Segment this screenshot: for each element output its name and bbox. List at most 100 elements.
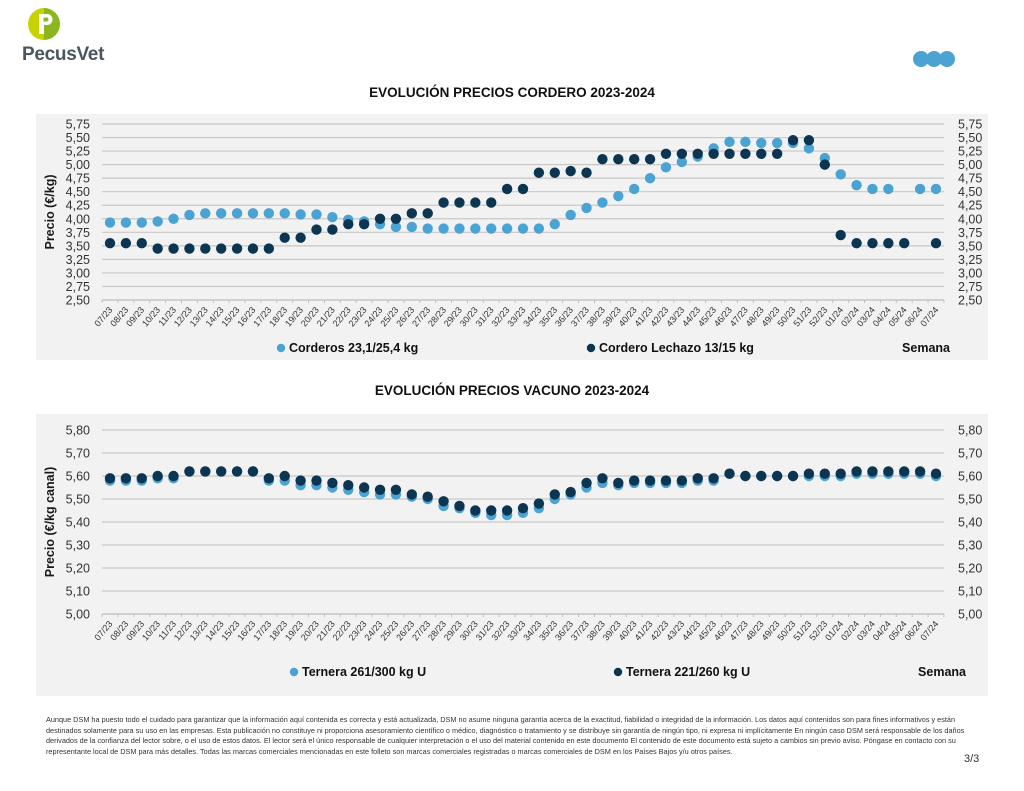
data-point-series-1 — [867, 183, 878, 195]
data-point-series-2 — [692, 148, 703, 159]
data-point-series-2 — [438, 496, 449, 507]
y-tick-label-left: 3,75 — [66, 226, 90, 240]
data-point-series-1 — [104, 217, 116, 228]
data-point-series-2 — [390, 213, 402, 224]
y-tick-label-left: 2,50 — [66, 294, 90, 308]
data-point-series-1 — [597, 197, 608, 208]
data-point-series-1 — [613, 190, 624, 202]
data-point-series-2 — [311, 475, 322, 486]
chart-title-vacuno: EVOLUCIÓN PRECIOS VACUNO 2023-2024 — [374, 383, 650, 398]
data-point-series-2 — [343, 218, 354, 230]
data-point-series-2 — [771, 148, 783, 159]
data-point-series-2 — [613, 477, 624, 489]
data-point-series-1 — [454, 223, 465, 234]
y-tick-label-right: 4,00 — [958, 212, 982, 226]
data-point-series-1 — [756, 137, 767, 149]
data-point-series-2 — [628, 475, 640, 486]
data-point-series-1 — [644, 172, 656, 184]
y-tick-label-right: 4,75 — [958, 172, 982, 186]
data-point-series-2 — [263, 243, 275, 254]
y-tick-label-left: 4,75 — [66, 172, 90, 186]
y-tick-label-right: 3,75 — [958, 226, 982, 240]
data-point-series-2 — [930, 468, 942, 479]
y-tick-label-left: 5,80 — [66, 424, 90, 438]
data-point-series-2 — [724, 148, 735, 159]
data-point-series-2 — [549, 167, 560, 178]
data-point-series-1 — [660, 162, 672, 173]
data-point-series-1 — [724, 136, 735, 148]
data-point-series-2 — [327, 477, 338, 489]
y-tick-label-left: 5,60 — [66, 470, 90, 484]
chart-panel-cordero: 2,50 2,50 2,75 2,75 3,00 3,00 3,25 3,25 3,50 3,50… — [36, 114, 988, 360]
data-point-series-1 — [549, 218, 560, 230]
x-axis-title: Semana — [918, 665, 967, 679]
y-tick-label-right: 5,60 — [958, 470, 982, 484]
data-point-series-2 — [501, 505, 513, 516]
y-tick-label-left: 5,50 — [66, 493, 90, 507]
data-point-series-2 — [295, 475, 306, 486]
data-point-series-1 — [200, 208, 211, 219]
data-point-series-2 — [628, 154, 640, 165]
data-point-series-2 — [486, 505, 497, 516]
data-point-series-2 — [470, 505, 481, 516]
data-point-series-1 — [422, 223, 433, 234]
y-tick-label-right: 5,70 — [958, 447, 982, 461]
data-point-series-2 — [279, 232, 290, 243]
y-tick-label-right: 4,50 — [958, 185, 982, 199]
chart-panel-vacuno: 5,00 5,00 5,10 5,10 5,20 5,20 5,30 5,30 5,40 5,40… — [36, 414, 988, 696]
x-axis-title: Semana — [902, 341, 951, 355]
y-tick-label-left: 5,50 — [66, 131, 90, 145]
data-point-series-2 — [247, 466, 259, 477]
y-tick-label-right: 5,00 — [958, 608, 982, 622]
data-point-series-2 — [851, 237, 862, 249]
data-point-series-2 — [295, 232, 306, 243]
data-point-series-1 — [152, 216, 163, 227]
data-point-series-1 — [771, 137, 783, 149]
data-point-series-2 — [215, 243, 227, 254]
data-point-series-1 — [390, 221, 402, 233]
data-point-series-2 — [581, 167, 592, 178]
data-point-series-2 — [517, 503, 529, 514]
data-point-series-2 — [740, 470, 751, 482]
data-point-series-2 — [787, 470, 799, 482]
y-tick-label-left: 5,30 — [66, 539, 90, 553]
data-point-series-2 — [517, 183, 529, 195]
data-point-series-2 — [422, 208, 433, 219]
data-point-series-2 — [613, 154, 624, 165]
data-point-series-2 — [660, 475, 672, 486]
data-point-series-2 — [851, 466, 862, 477]
y-tick-label-right: 5,40 — [958, 516, 982, 530]
y-tick-label-left: 3,00 — [66, 266, 90, 280]
data-point-series-2 — [914, 466, 926, 477]
chart-cordero: 2,50 2,502,75 2,753,00 3,003,25 3,253,50 3,50… — [43, 118, 982, 356]
data-point-series-2 — [136, 237, 147, 249]
data-point-series-1 — [438, 223, 449, 234]
y-tick-label-left: 4,00 — [66, 212, 90, 226]
data-point-series-2 — [168, 243, 179, 254]
data-point-series-2 — [390, 484, 402, 495]
data-point-series-2 — [708, 473, 719, 484]
data-point-series-1 — [883, 183, 894, 195]
data-point-series-2 — [406, 489, 418, 500]
data-point-series-2 — [819, 468, 831, 479]
y-tick-label-right: 5,75 — [958, 118, 982, 132]
data-point-series-2 — [533, 167, 545, 178]
y-tick-label-left: 3,50 — [66, 239, 90, 253]
y-tick-label-right: 5,80 — [958, 424, 982, 438]
data-point-series-1 — [740, 136, 751, 148]
y-tick-label-right: 2,50 — [958, 294, 982, 308]
data-point-series-1 — [263, 208, 275, 219]
data-point-series-2 — [660, 148, 672, 159]
data-point-series-2 — [215, 466, 227, 477]
y-tick-label-right: 2,75 — [958, 280, 982, 294]
data-point-series-2 — [597, 154, 608, 165]
y-tick-label-right: 3,25 — [958, 253, 982, 267]
data-point-series-2 — [406, 208, 418, 219]
data-point-series-2 — [470, 197, 481, 208]
data-point-series-1 — [184, 209, 195, 221]
data-point-series-2 — [231, 466, 243, 477]
data-point-series-1 — [676, 156, 688, 168]
data-point-series-2 — [899, 466, 910, 477]
three-blue-circles-icon — [913, 51, 955, 67]
data-point-series-1 — [215, 208, 227, 219]
